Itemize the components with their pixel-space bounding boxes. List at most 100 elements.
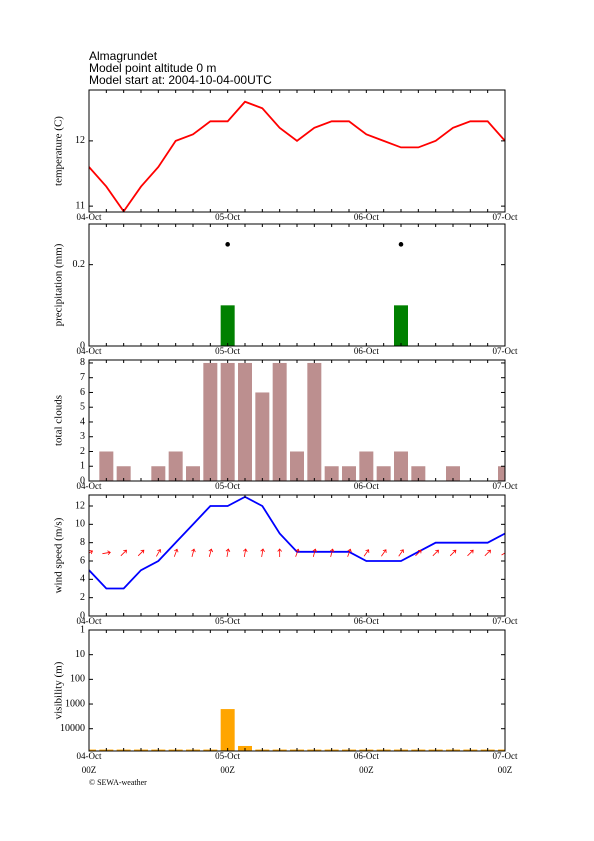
frame xyxy=(88,89,506,213)
y-tick-label: 8 xyxy=(80,537,85,548)
y-axis-label: wind speed (m/s) xyxy=(53,517,65,593)
arrow-shape xyxy=(191,548,196,557)
y-tick-label: 0.2 xyxy=(73,259,86,270)
wind-arrow xyxy=(191,548,196,557)
bar xyxy=(168,451,183,481)
bar xyxy=(342,466,356,481)
arrow-shape xyxy=(449,549,457,557)
plot-area xyxy=(89,100,505,212)
wind-arrow xyxy=(260,548,265,558)
arrow-shape xyxy=(501,550,505,556)
y-tick-label: 12 xyxy=(75,500,85,511)
wind-arrow xyxy=(225,548,231,558)
arrow-shape xyxy=(329,548,335,557)
bar xyxy=(99,451,114,481)
x-sublabel: 00Z xyxy=(220,765,235,775)
wind-arrow xyxy=(102,550,111,555)
wind-arrow xyxy=(173,548,179,557)
bar xyxy=(307,362,322,481)
x-tick-label: 04-Oct xyxy=(77,616,102,626)
y-tick-label: 0 xyxy=(80,475,85,486)
wind-arrow xyxy=(312,548,318,557)
wind-arrow xyxy=(137,549,145,557)
x-tick-label: 04-Oct xyxy=(77,751,102,761)
x-sublabel: 00Z xyxy=(82,765,97,775)
altitude: Model point altitude 0 m xyxy=(89,61,216,75)
wind-arrow xyxy=(155,548,162,557)
bar xyxy=(411,466,426,481)
bar xyxy=(116,466,131,481)
y-tick-label: 2 xyxy=(80,446,85,457)
x-tick-label: 04-Oct xyxy=(77,346,102,356)
line-series xyxy=(89,100,505,212)
marker xyxy=(398,242,404,247)
bar xyxy=(220,362,235,481)
x-tick-label: 07-Oct xyxy=(493,481,518,491)
y-tick-label: 8 xyxy=(80,357,85,368)
frame xyxy=(88,494,506,617)
arrow-shape xyxy=(155,548,162,557)
bar xyxy=(203,362,218,481)
arrow-shape xyxy=(381,549,387,557)
bar xyxy=(89,749,96,751)
x-sublabel: 00Z xyxy=(359,765,374,775)
bar xyxy=(498,749,505,751)
wind-arrow xyxy=(295,548,300,557)
arrow-shape xyxy=(225,548,231,558)
wind-arrow xyxy=(449,549,457,557)
y-tick-label: 1000 xyxy=(65,698,85,709)
y-tick-label: 10000 xyxy=(60,723,85,734)
x-sublabel: 00Z xyxy=(498,765,513,775)
arrow-shape xyxy=(363,549,370,557)
y-tick-label: 6 xyxy=(80,387,85,398)
wind-arrow xyxy=(415,549,422,557)
frame xyxy=(88,359,506,482)
arrow-shape xyxy=(137,549,145,557)
wind-arrow xyxy=(243,548,248,558)
bar xyxy=(151,466,166,481)
footer: © SEWA-weather xyxy=(89,778,147,787)
bar xyxy=(376,466,391,481)
arrow-shape xyxy=(173,548,179,557)
bar xyxy=(220,709,235,751)
x-tick-label: 07-Oct xyxy=(493,751,518,761)
frame xyxy=(88,629,506,752)
arrow-shape xyxy=(312,548,318,557)
wind-arrow xyxy=(381,549,387,557)
bar xyxy=(290,451,304,481)
arrow-shape xyxy=(398,549,404,557)
x-tick-label: 04-Oct xyxy=(77,481,102,491)
y-axis-label: total clouds xyxy=(53,395,65,446)
y-axis-label: temperature (C) xyxy=(53,116,65,186)
y-tick-label: 0 xyxy=(80,340,85,351)
y-tick-label: 0 xyxy=(80,610,85,621)
y-axis-label: visibility (m) xyxy=(53,661,65,719)
arrow-shape xyxy=(295,548,300,557)
station-name: Almagrundet xyxy=(89,49,158,63)
plot-area xyxy=(99,362,505,481)
y-tick-label: 100 xyxy=(70,674,85,685)
arrow-shape xyxy=(415,549,422,557)
bar xyxy=(238,362,252,481)
arrow-shape xyxy=(277,548,282,557)
bar xyxy=(186,466,200,481)
wind-arrow xyxy=(347,548,352,557)
bar xyxy=(255,392,270,481)
x-tick-label: 05-Oct xyxy=(215,616,240,626)
y-tick-label: 7 xyxy=(80,372,85,383)
bar xyxy=(272,362,287,481)
model-start: Model start at: 2004-10-04-00UTC xyxy=(89,73,272,87)
y-tick-label: 5 xyxy=(80,402,85,413)
bar xyxy=(359,451,374,481)
y-axis-label: precipitation (mm) xyxy=(53,243,65,326)
wind-arrow xyxy=(363,549,370,557)
x-tick-label: 05-Oct xyxy=(215,751,240,761)
arrow-shape xyxy=(467,549,474,557)
x-tick-label: 04-Oct xyxy=(77,212,102,222)
y-tick-label: 11 xyxy=(75,200,85,211)
y-tick-label: 4 xyxy=(80,574,85,585)
plot-area xyxy=(89,709,505,751)
arrow-shape xyxy=(260,548,265,558)
x-tick-label: 06-Oct xyxy=(354,481,379,491)
